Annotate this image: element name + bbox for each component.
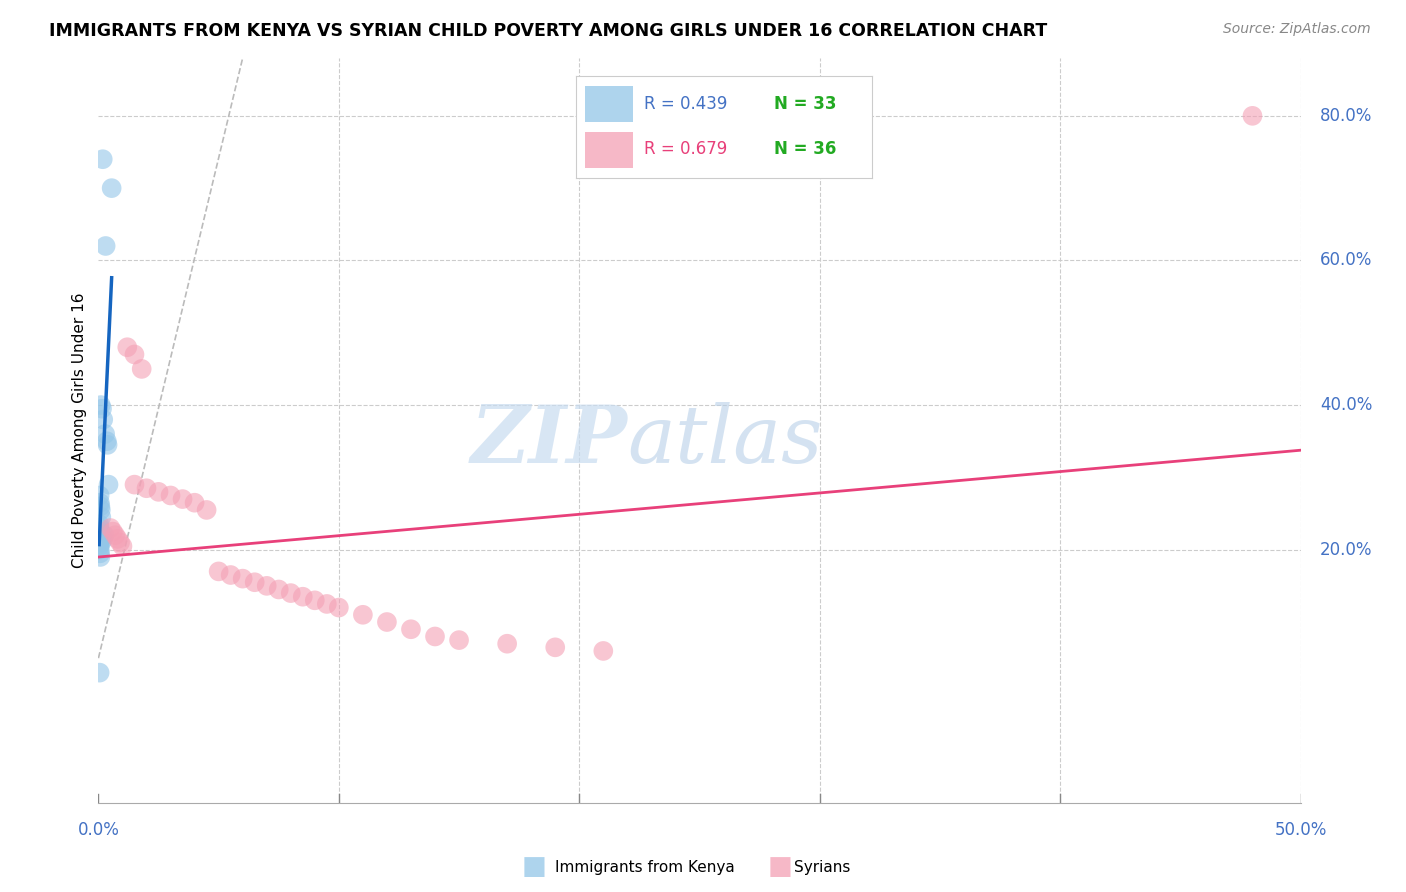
Text: Syrians: Syrians: [794, 860, 851, 874]
Point: [131, 362, 153, 376]
Point: [328, 600, 350, 615]
Point: [91, 532, 114, 546]
Point: [243, 575, 266, 590]
Point: [91, 412, 114, 426]
Point: [89, 524, 111, 539]
Point: [100, 181, 122, 195]
Point: [172, 492, 194, 507]
Text: Immigrants from Kenya: Immigrants from Kenya: [555, 860, 735, 874]
Point: [89, 528, 111, 542]
Point: [90, 526, 112, 541]
Point: [89, 500, 111, 514]
Point: [90, 532, 112, 546]
Text: ■: ■: [768, 854, 793, 880]
Point: [267, 582, 290, 597]
Point: [89, 535, 111, 549]
Point: [148, 484, 170, 499]
Point: [91, 401, 114, 416]
Point: [496, 637, 519, 651]
Point: [89, 517, 111, 532]
Text: R = 0.439: R = 0.439: [644, 95, 728, 113]
Point: [90, 510, 112, 524]
Point: [544, 640, 567, 655]
Text: ■: ■: [522, 854, 547, 880]
Text: 80.0%: 80.0%: [1320, 107, 1372, 125]
Point: [352, 607, 374, 622]
Point: [375, 615, 398, 629]
Point: [108, 535, 131, 549]
Point: [315, 597, 337, 611]
Point: [423, 630, 446, 644]
Point: [100, 521, 122, 535]
Text: Source: ZipAtlas.com: Source: ZipAtlas.com: [1223, 22, 1371, 37]
Point: [89, 528, 111, 542]
Point: [89, 542, 111, 557]
Point: [90, 503, 112, 517]
Text: R = 0.679: R = 0.679: [644, 140, 728, 158]
Bar: [585, 132, 633, 168]
Text: IMMIGRANTS FROM KENYA VS SYRIAN CHILD POVERTY AMONG GIRLS UNDER 16 CORRELATION C: IMMIGRANTS FROM KENYA VS SYRIAN CHILD PO…: [49, 22, 1047, 40]
Point: [280, 586, 302, 600]
Point: [89, 549, 111, 564]
Point: [89, 521, 111, 535]
Point: [124, 477, 146, 491]
Point: [101, 524, 124, 539]
Point: [291, 590, 314, 604]
Point: [117, 340, 139, 354]
Point: [89, 539, 111, 553]
Point: [96, 438, 118, 452]
Text: N = 36: N = 36: [775, 140, 837, 158]
Point: [89, 488, 111, 502]
Point: [93, 528, 115, 542]
Text: 50.0%: 50.0%: [1274, 821, 1327, 838]
Text: atlas: atlas: [627, 402, 823, 480]
Text: 40.0%: 40.0%: [1320, 396, 1372, 414]
Point: [94, 239, 117, 253]
Point: [159, 488, 181, 502]
Point: [90, 398, 112, 412]
Point: [135, 481, 157, 495]
Text: N = 33: N = 33: [775, 95, 837, 113]
Point: [592, 644, 614, 658]
Point: [232, 572, 254, 586]
Point: [399, 622, 422, 636]
Point: [104, 528, 127, 542]
Point: [195, 503, 218, 517]
Text: ZIP: ZIP: [471, 402, 627, 480]
Point: [97, 477, 120, 491]
Text: 60.0%: 60.0%: [1320, 252, 1372, 269]
Point: [94, 427, 117, 442]
Point: [256, 579, 278, 593]
Text: 0.0%: 0.0%: [77, 821, 120, 838]
Text: 20.0%: 20.0%: [1320, 541, 1372, 558]
Point: [208, 565, 231, 579]
Point: [89, 546, 111, 560]
Point: [89, 665, 111, 680]
Point: [89, 524, 111, 539]
Point: [304, 593, 326, 607]
Point: [91, 152, 114, 166]
Point: [89, 530, 111, 544]
Point: [124, 347, 146, 361]
Point: [107, 532, 129, 546]
Point: [219, 568, 242, 582]
Y-axis label: Child Poverty Among Girls Under 16: Child Poverty Among Girls Under 16: [72, 293, 87, 568]
Point: [183, 496, 205, 510]
Point: [1241, 109, 1264, 123]
Point: [96, 434, 118, 449]
Point: [89, 496, 111, 510]
Point: [111, 539, 134, 553]
Point: [90, 535, 112, 549]
Point: [447, 633, 470, 648]
Bar: [585, 87, 633, 122]
